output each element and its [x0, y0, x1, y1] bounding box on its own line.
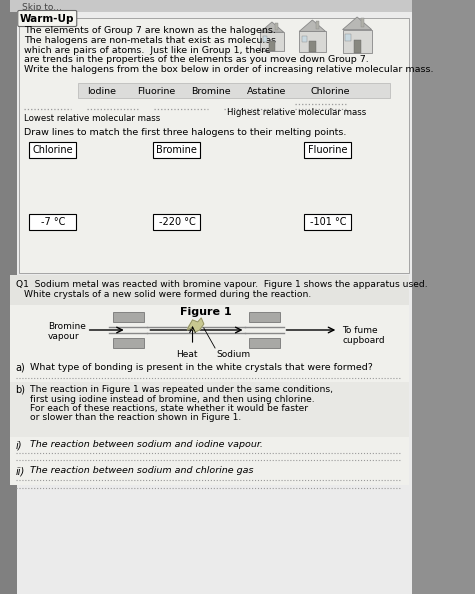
FancyBboxPatch shape — [10, 382, 409, 437]
Text: The elements of Group 7 are known as the halogens.: The elements of Group 7 are known as the… — [24, 26, 276, 35]
FancyBboxPatch shape — [78, 83, 390, 98]
Text: The halogens are non-metals that exist as molecules: The halogens are non-metals that exist a… — [24, 36, 276, 45]
FancyBboxPatch shape — [29, 214, 76, 230]
FancyBboxPatch shape — [345, 34, 352, 41]
FancyBboxPatch shape — [113, 338, 144, 348]
FancyBboxPatch shape — [153, 214, 200, 230]
Text: Skip to...: Skip to... — [22, 2, 62, 11]
FancyBboxPatch shape — [10, 360, 409, 385]
FancyBboxPatch shape — [361, 18, 364, 27]
Polygon shape — [299, 20, 325, 31]
Text: Q1  Sodium metal was reacted with bromine vapour.  Figure 1 shows the apparatus : Q1 Sodium metal was reacted with bromine… — [16, 280, 427, 289]
FancyBboxPatch shape — [269, 40, 275, 51]
Text: Chlorine: Chlorine — [311, 87, 350, 96]
FancyBboxPatch shape — [299, 31, 325, 52]
FancyBboxPatch shape — [18, 11, 77, 27]
FancyBboxPatch shape — [342, 30, 371, 53]
Polygon shape — [187, 318, 204, 332]
Text: Figure 1: Figure 1 — [180, 307, 231, 317]
FancyBboxPatch shape — [316, 21, 319, 29]
FancyBboxPatch shape — [309, 41, 316, 52]
FancyBboxPatch shape — [10, 0, 412, 594]
Text: ii): ii) — [16, 466, 25, 476]
FancyBboxPatch shape — [353, 40, 361, 53]
Text: -7 °C: -7 °C — [41, 217, 65, 227]
FancyBboxPatch shape — [29, 142, 76, 158]
FancyBboxPatch shape — [113, 312, 144, 322]
FancyBboxPatch shape — [249, 312, 280, 322]
Text: or slower than the reaction shown in Figure 1.: or slower than the reaction shown in Fig… — [30, 413, 242, 422]
FancyBboxPatch shape — [10, 0, 412, 12]
Polygon shape — [342, 17, 371, 30]
FancyBboxPatch shape — [263, 36, 267, 42]
Text: The reaction between sodium and chlorine gas: The reaction between sodium and chlorine… — [30, 466, 254, 475]
Text: Bromine: Bromine — [191, 87, 230, 96]
Text: Bromine
vapour: Bromine vapour — [48, 322, 86, 342]
Text: What type of bonding is present in the white crystals that were formed?: What type of bonding is present in the w… — [30, 363, 373, 372]
Text: Bromine: Bromine — [156, 145, 197, 155]
FancyBboxPatch shape — [302, 36, 307, 42]
Text: Astatine: Astatine — [247, 87, 286, 96]
Text: The reaction in Figure 1 was repeated under the same conditions,: The reaction in Figure 1 was repeated un… — [30, 385, 333, 394]
FancyBboxPatch shape — [304, 214, 351, 230]
FancyBboxPatch shape — [10, 275, 409, 305]
Text: Lowest relative molecular mass: Lowest relative molecular mass — [24, 114, 161, 123]
FancyBboxPatch shape — [153, 142, 200, 158]
FancyBboxPatch shape — [260, 32, 284, 51]
Text: -220 °C: -220 °C — [159, 217, 195, 227]
Text: Iodine: Iodine — [87, 87, 116, 96]
Text: The reaction between sodium and iodine vapour.: The reaction between sodium and iodine v… — [30, 440, 263, 449]
Text: White crystals of a new solid were formed during the reaction.: White crystals of a new solid were forme… — [24, 290, 312, 299]
Text: a): a) — [16, 363, 25, 373]
Text: -101 °C: -101 °C — [310, 217, 346, 227]
Text: Write the halogens from the box below in order of increasing relative molecular : Write the halogens from the box below in… — [24, 65, 434, 74]
FancyBboxPatch shape — [0, 0, 18, 594]
Text: Warm-Up: Warm-Up — [19, 14, 74, 24]
Text: b): b) — [16, 385, 26, 395]
Text: Sodium: Sodium — [217, 350, 251, 359]
Text: Draw lines to match the first three halogens to their melting points.: Draw lines to match the first three halo… — [24, 128, 347, 137]
Text: Heat: Heat — [176, 350, 197, 359]
Text: Chlorine: Chlorine — [33, 145, 73, 155]
Text: Fluorine: Fluorine — [137, 87, 175, 96]
Text: For each of these reactions, state whether it would be faster: For each of these reactions, state wheth… — [30, 404, 308, 413]
FancyBboxPatch shape — [10, 305, 409, 485]
Text: i): i) — [16, 440, 22, 450]
FancyBboxPatch shape — [249, 338, 280, 348]
Polygon shape — [260, 22, 284, 32]
FancyBboxPatch shape — [304, 142, 351, 158]
Text: first using iodine instead of bromine, and then using chlorine.: first using iodine instead of bromine, a… — [30, 394, 315, 403]
Text: To fume
cupboard: To fume cupboard — [342, 326, 385, 345]
FancyBboxPatch shape — [19, 18, 409, 273]
Text: Fluorine: Fluorine — [308, 145, 348, 155]
Text: are trends in the properties of the elements as you move down Group 7.: are trends in the properties of the elem… — [24, 55, 369, 64]
FancyBboxPatch shape — [276, 23, 278, 30]
Text: which are pairs of atoms.  Just like in Group 1, there: which are pairs of atoms. Just like in G… — [24, 46, 271, 55]
Text: Highest relative molecular mass: Highest relative molecular mass — [227, 108, 366, 117]
